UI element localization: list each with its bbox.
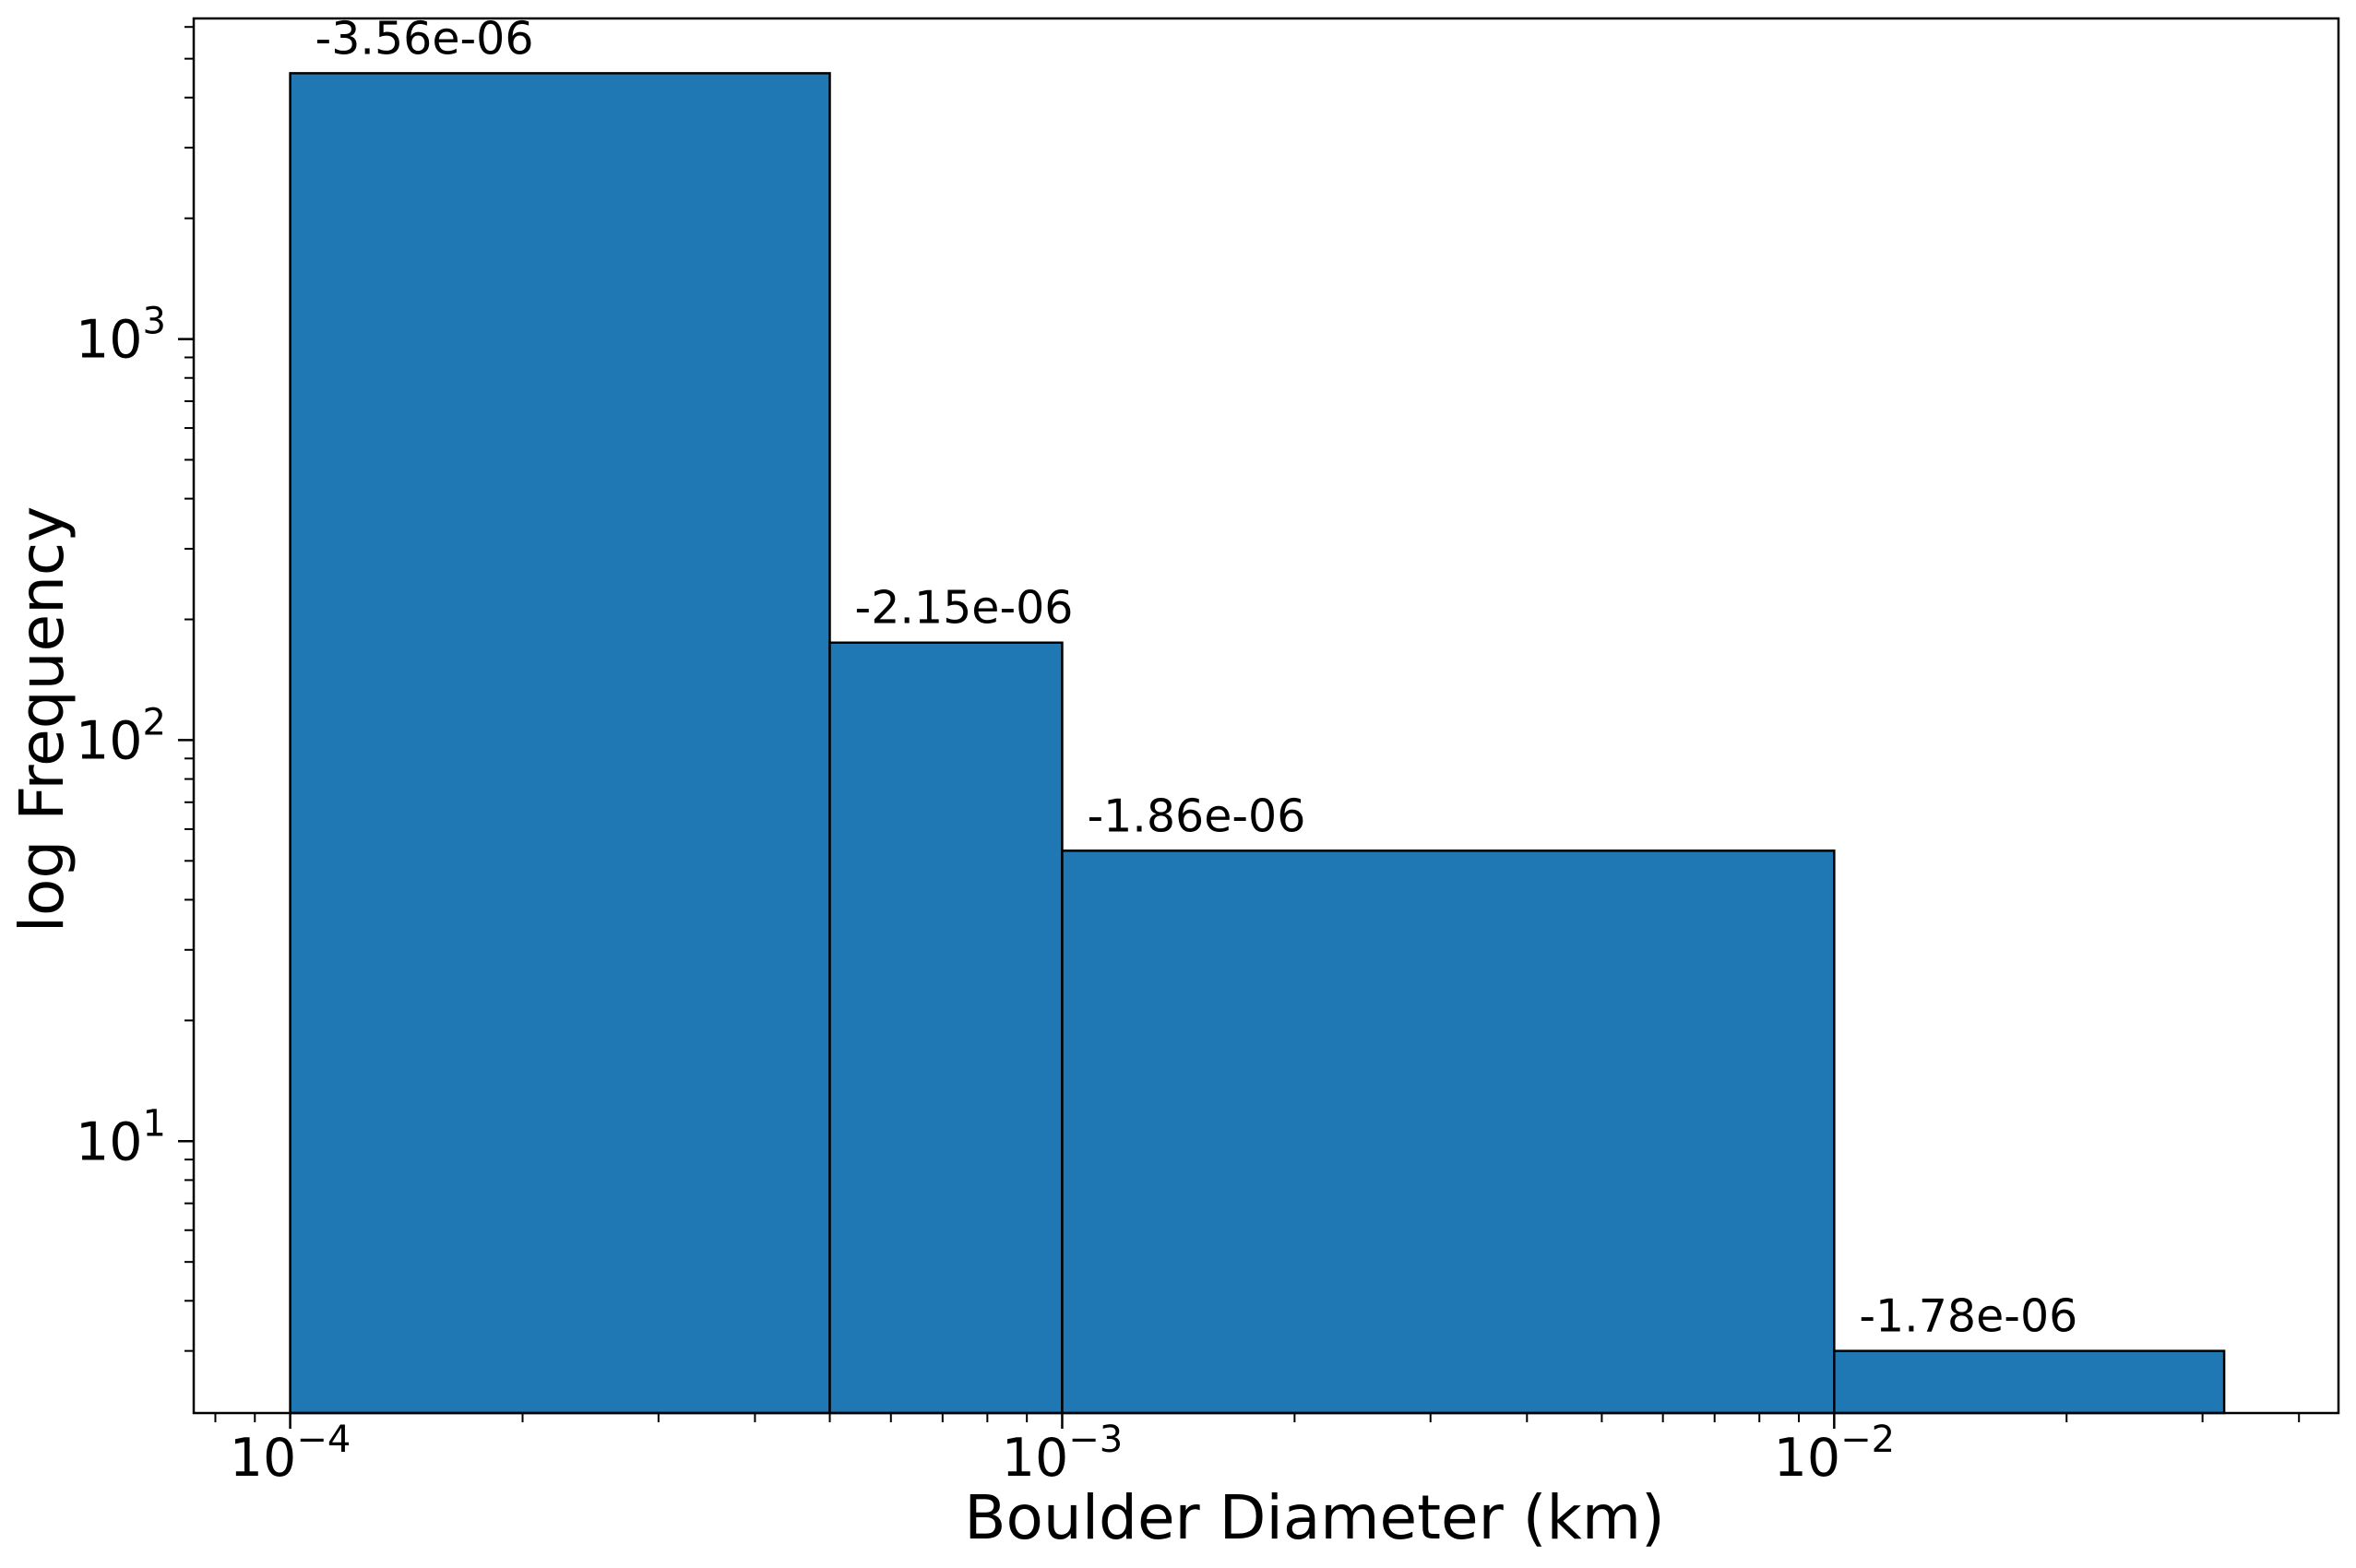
bar-0 <box>289 72 831 1415</box>
bar-value-label-2: -1.86e-06 <box>1087 790 1305 842</box>
bar-value-label-1: -2.15e-06 <box>855 582 1074 635</box>
bar-value-label-0: -3.56e-06 <box>315 12 534 65</box>
bars-layer <box>289 72 2226 1415</box>
bar-labels-layer: -3.56e-06 -2.15e-06 -1.86e-06 -1.78e-06 <box>315 12 2078 1342</box>
y-tick-label-2: 103 <box>76 301 166 371</box>
y-tick-label-1: 102 <box>76 701 166 771</box>
y-axis-ticks: 101 102 103 <box>76 26 194 1352</box>
plot-frame <box>192 17 2340 1415</box>
x-tick-label-1: 10−3 <box>1002 1419 1124 1489</box>
x-axis-ticks: 10−4 10−3 10−2 <box>214 1413 2301 1489</box>
bar-value-label-3: -1.78e-06 <box>1859 1290 2077 1343</box>
bar-1 <box>828 641 1064 1415</box>
bar-3 <box>1833 1349 2226 1415</box>
y-tick-label-0: 101 <box>76 1102 166 1172</box>
y-axis-label: log Frequency <box>6 506 77 933</box>
x-axis-label: Boulder Diameter (km) <box>964 1482 1665 1553</box>
x-tick-label-2: 10−2 <box>1774 1419 1895 1489</box>
bar-2 <box>1061 849 1836 1415</box>
x-tick-label-0: 10−4 <box>230 1419 351 1489</box>
